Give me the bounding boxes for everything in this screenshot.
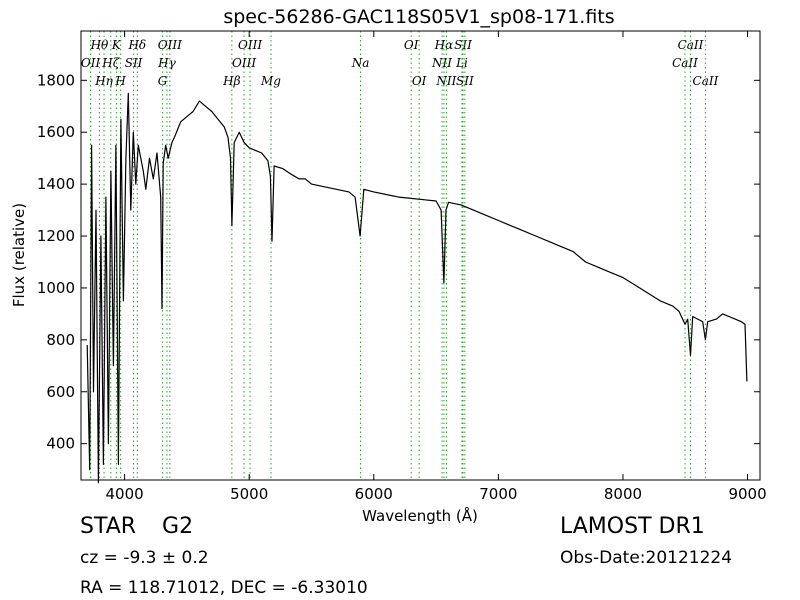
spectral-line-label: Hζ (101, 56, 120, 70)
x-tick-label: 5000 (230, 485, 268, 503)
spectral-line-label: Mg (260, 74, 281, 88)
spectral-line-label: SII (456, 74, 474, 88)
spectral-lines: OII Hθ Hη Hζ K H SII Hδ G Hγ OIII Hβ OIII OIII Mg Na OI O… (81, 31, 719, 480)
x-tick-label: 6000 (355, 485, 393, 503)
spectral-line-label: H (114, 74, 126, 88)
series (86, 92, 748, 484)
y-tick-label: 1000 (37, 279, 75, 297)
axis-ticks: 4000 5000 6000 7000 8000 9000 400 600 800 1000 120… (37, 31, 767, 503)
spectral-line-label: Li (455, 56, 468, 70)
spectrum-line (86, 92, 748, 484)
spectral-line-label: OIII (158, 38, 182, 52)
object-class: STAR G2 (80, 514, 193, 539)
spectral-line-label: Hθ (90, 38, 109, 52)
spectral-line-label: OIII (238, 38, 262, 52)
y-tick-label: 800 (46, 331, 75, 349)
y-axis-label: Flux (relative) (10, 203, 28, 307)
spectral-line-label: NII (431, 56, 452, 70)
spectral-line-label: CaII (678, 38, 704, 52)
chart-title: spec-56286-GAC118S05V1_sp08-171.fits (223, 6, 614, 28)
x-tick-label: 4000 (106, 485, 144, 503)
spectral-line-label: Hγ (157, 56, 176, 70)
spectral-line-label: Hα (434, 38, 454, 52)
spectral-line-label: G (158, 74, 168, 88)
spectral-line-label: K (111, 38, 122, 52)
y-tick-label: 1800 (37, 71, 75, 89)
x-tick-label: 7000 (479, 485, 517, 503)
x-tick-label: 9000 (728, 485, 766, 503)
spectral-line-label: Na (351, 56, 370, 70)
plot-frame (80, 30, 761, 481)
spectral-line-label: OII (81, 56, 101, 70)
spectral-line-label: CaII (693, 74, 719, 88)
spectral-line-label: Hδ (127, 38, 146, 52)
x-tick-label: 8000 (604, 485, 642, 503)
obs-date-text: Obs-Date:20121224 (560, 548, 733, 568)
spectral-line-label: OI (404, 38, 419, 52)
coords-text: RA = 118.71012, DEC = -6.33010 (80, 578, 368, 598)
spectral-line-label: SII (125, 56, 143, 70)
survey-name: LAMOST DR1 (560, 514, 705, 539)
spectral-line-label: SII (454, 38, 472, 52)
spectral-line-label: Hβ (222, 74, 240, 88)
y-tick-label: 1400 (37, 175, 75, 193)
spectral-line-label: CaII (672, 56, 698, 70)
y-tick-label: 1200 (37, 227, 75, 245)
spectral-line-label: OI (412, 74, 427, 88)
y-tick-label: 600 (46, 383, 75, 401)
object-class-value: STAR (80, 514, 137, 539)
y-tick-label: 1600 (37, 123, 75, 141)
y-tick-label: 400 (46, 435, 75, 453)
spectral-line-label: Hη (94, 74, 113, 88)
object-subclass-value: G2 (162, 514, 194, 539)
spectral-line-label: NII (435, 74, 456, 88)
x-axis-label: Wavelength (Å) (362, 506, 478, 525)
spectral-line-label: OIII (232, 56, 256, 70)
redshift-text: cz = -9.3 ± 0.2 (80, 548, 209, 568)
